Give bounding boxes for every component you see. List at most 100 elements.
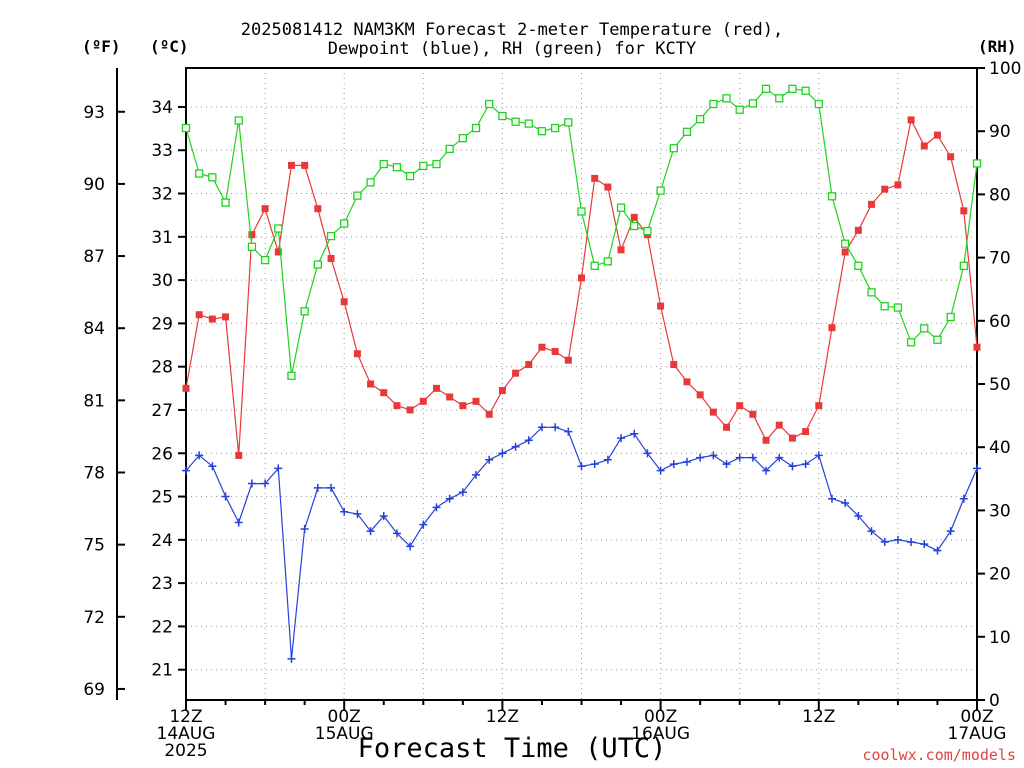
rh-tick-label: 50 <box>989 375 1011 395</box>
temperature-point <box>828 324 836 332</box>
rh-tick-label: 40 <box>989 438 1011 458</box>
temperature-point <box>353 350 361 358</box>
temperature-line <box>185 118 978 456</box>
dewpoint-point <box>353 509 362 518</box>
dewpoint-point <box>762 466 771 475</box>
rh-point <box>643 226 652 236</box>
x-tick-label: 17AUG <box>948 724 1007 744</box>
x-tick-label: 2025 <box>164 741 207 761</box>
dewpoint-point <box>182 466 190 475</box>
rh-point <box>392 163 402 172</box>
rh-point <box>274 224 283 233</box>
source-credit[interactable]: coolwx.com/models <box>862 746 1016 764</box>
rh-point <box>221 198 230 207</box>
dewpoint-point <box>498 449 507 458</box>
temperature-point <box>287 161 295 169</box>
dewpoint-point <box>564 427 573 436</box>
rh-point <box>656 186 665 195</box>
rh-tick-label: 70 <box>989 249 1011 269</box>
temperature-point <box>380 389 388 397</box>
rh-point <box>669 144 678 153</box>
rh-series <box>181 84 982 380</box>
rh-point <box>801 86 810 95</box>
temperature-point <box>960 207 968 215</box>
dewpoint-point <box>946 527 955 536</box>
rh-point <box>419 161 428 171</box>
dewpoint-point <box>445 494 454 503</box>
temperature-point <box>340 298 348 306</box>
rh-tick-label: 90 <box>989 122 1011 142</box>
temperature-point <box>498 386 506 394</box>
temperature-point <box>182 384 190 392</box>
dewpoint-point <box>643 449 652 458</box>
dewpoint-point <box>841 499 850 508</box>
chart-title-line-1: 2025081412 NAM3KM Forecast 2-meter Tempe… <box>240 20 784 40</box>
temperature-point <box>301 161 309 169</box>
rh-tick-label: 60 <box>989 312 1011 332</box>
rh-point <box>181 123 191 133</box>
rh-point <box>524 119 533 128</box>
rh-point <box>682 127 692 136</box>
dewpoint-series <box>182 423 981 663</box>
axis-ticks: 21 22 23 24 25 26 27 28 29 30 31 32 33 34 69 72 75 78 81 84… <box>83 59 1021 761</box>
dewpoint-point <box>867 527 876 536</box>
temperature-point <box>933 131 941 139</box>
rh-point <box>445 144 454 154</box>
rh-tick-label: 30 <box>989 501 1011 521</box>
dewpoint-point <box>590 460 599 469</box>
dewpoint-point <box>511 442 520 451</box>
temperature-point <box>630 213 638 221</box>
fahrenheit-tick-label: 78 <box>83 463 105 483</box>
dewpoint-point <box>801 460 810 469</box>
dewpoint-point <box>959 494 968 503</box>
x-tick-label: 14AUG <box>157 724 216 744</box>
rh-tick-label: 10 <box>989 628 1011 648</box>
fahrenheit-tick-label: 69 <box>83 680 105 700</box>
rh-point <box>353 191 362 200</box>
dewpoint-point <box>669 460 678 469</box>
temperature-point <box>195 311 203 319</box>
dewpoint-point <box>907 538 916 546</box>
temperature-point <box>723 423 731 431</box>
rh-point <box>761 84 771 94</box>
temperature-point <box>802 428 810 436</box>
dewpoint-point <box>406 542 415 551</box>
rh-point <box>287 371 296 380</box>
celsius-tick-label: 34 <box>151 98 173 118</box>
rh-point <box>867 288 876 297</box>
temperature-point <box>696 391 704 399</box>
x-tick-label: 00Z <box>644 707 677 727</box>
rh-point <box>326 231 336 241</box>
celsius-tick-label: 25 <box>151 488 173 508</box>
rh-point <box>471 123 481 133</box>
temperature-point <box>854 226 862 234</box>
x-tick-label: 00Z <box>960 707 993 727</box>
rh-point <box>854 261 863 270</box>
dewpoint-point <box>472 470 481 479</box>
dewpoint-point <box>814 451 823 460</box>
rh-point <box>722 94 731 103</box>
temperature-point <box>314 205 322 213</box>
rh-point <box>550 123 560 133</box>
rh-point <box>458 134 468 143</box>
temperature-point <box>525 361 533 369</box>
rh-point <box>564 118 573 127</box>
temperature-point <box>419 397 427 405</box>
rh-point <box>920 324 929 333</box>
rh-point <box>260 255 270 265</box>
rh-point <box>234 116 243 125</box>
grid-lines <box>186 68 977 700</box>
fahrenheit-tick-label: 84 <box>83 319 105 339</box>
axes <box>116 67 978 701</box>
rh-point <box>827 192 837 201</box>
temperature-point <box>472 397 480 405</box>
temperature-point <box>222 313 230 321</box>
rh-point <box>537 127 547 136</box>
rh-point <box>788 84 797 94</box>
temperature-point <box>485 410 493 418</box>
fahrenheit-tick-label: 72 <box>83 608 105 628</box>
temperature-point <box>881 185 889 193</box>
temperature-point <box>894 181 902 189</box>
rh-point <box>709 99 718 109</box>
